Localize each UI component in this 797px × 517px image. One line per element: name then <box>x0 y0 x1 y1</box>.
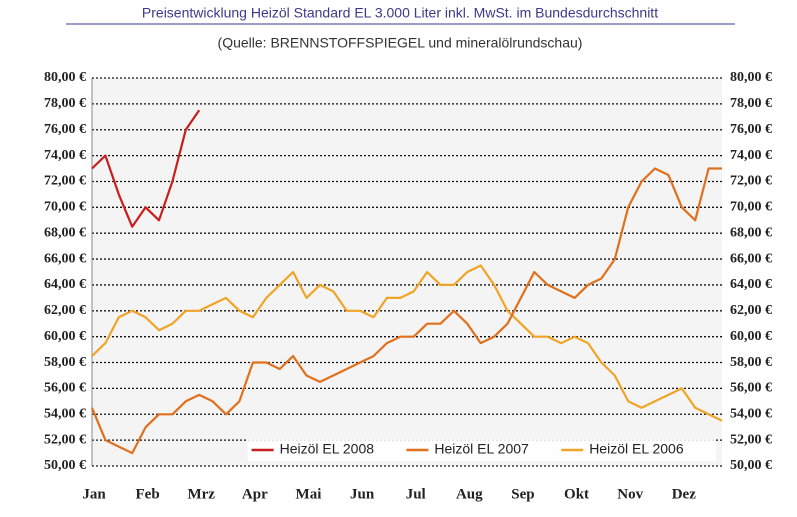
y-tick-label: 58,00 € <box>44 355 86 370</box>
page: {"chart_data": {"type": "line", "title":… <box>0 0 797 517</box>
y2-tick-label: 52,00 € <box>730 432 772 447</box>
y2-tick-label: 68,00 € <box>730 225 772 240</box>
y2-tick-label: 54,00 € <box>730 406 772 421</box>
x-tick-label: Dez <box>672 486 696 502</box>
x-tick-label: Jun <box>350 486 375 502</box>
plot-background <box>92 78 722 466</box>
x-tick-label: Feb <box>136 486 160 502</box>
y-tick-label: 56,00 € <box>44 381 86 396</box>
x-tick-label: Mai <box>296 486 322 502</box>
x-tick-label: Jan <box>82 486 106 502</box>
chart-title: Preisentwicklung Heizöl Standard EL 3.00… <box>142 5 658 21</box>
chart: Preisentwicklung Heizöl Standard EL 3.00… <box>0 0 797 517</box>
y-tick-label: 72,00 € <box>44 174 86 189</box>
chart-subtitle: (Quelle: BRENNSTOFFSPIEGEL und mineralöl… <box>218 35 583 51</box>
x-tick-label: Aug <box>456 486 483 502</box>
y2-tick-label: 70,00 € <box>730 200 772 215</box>
y2-tick-label: 74,00 € <box>730 148 772 163</box>
y-tick-label: 76,00 € <box>44 122 86 137</box>
y-tick-label: 54,00 € <box>44 406 86 421</box>
y2-tick-label: 56,00 € <box>730 381 772 396</box>
y2-tick-label: 60,00 € <box>730 329 772 344</box>
y-tick-label: 74,00 € <box>44 148 86 163</box>
x-tick-label: Jul <box>406 486 426 502</box>
y-tick-label: 80,00 € <box>44 70 86 85</box>
y-tick-label: 52,00 € <box>44 432 86 447</box>
y-tick-label: 70,00 € <box>44 200 86 215</box>
x-tick-label: Okt <box>564 486 589 502</box>
y2-tick-label: 66,00 € <box>730 251 772 266</box>
y-tick-label: 66,00 € <box>44 251 86 266</box>
legend-label: Heizöl EL 2007 <box>434 441 529 457</box>
y2-tick-label: 76,00 € <box>730 122 772 137</box>
x-tick-label: Apr <box>242 486 268 502</box>
y2-tick-label: 50,00 € <box>730 458 772 473</box>
y2-tick-label: 64,00 € <box>730 277 772 292</box>
y2-tick-label: 58,00 € <box>730 355 772 370</box>
y-tick-label: 78,00 € <box>44 96 86 111</box>
y2-tick-label: 62,00 € <box>730 303 772 318</box>
x-tick-label: Nov <box>617 486 643 502</box>
y-tick-label: 50,00 € <box>44 458 86 473</box>
y2-tick-label: 78,00 € <box>730 96 772 111</box>
y2-tick-label: 72,00 € <box>730 174 772 189</box>
y-tick-label: 64,00 € <box>44 277 86 292</box>
x-tick-label: Sep <box>511 486 534 502</box>
y-tick-label: 62,00 € <box>44 303 86 318</box>
legend-label: Heizöl EL 2006 <box>589 441 684 457</box>
legend-label: Heizöl EL 2008 <box>280 441 375 457</box>
y2-tick-label: 80,00 € <box>730 70 772 85</box>
y-tick-label: 68,00 € <box>44 225 86 240</box>
x-tick-label: Mrz <box>187 486 215 502</box>
y-tick-label: 60,00 € <box>44 329 86 344</box>
